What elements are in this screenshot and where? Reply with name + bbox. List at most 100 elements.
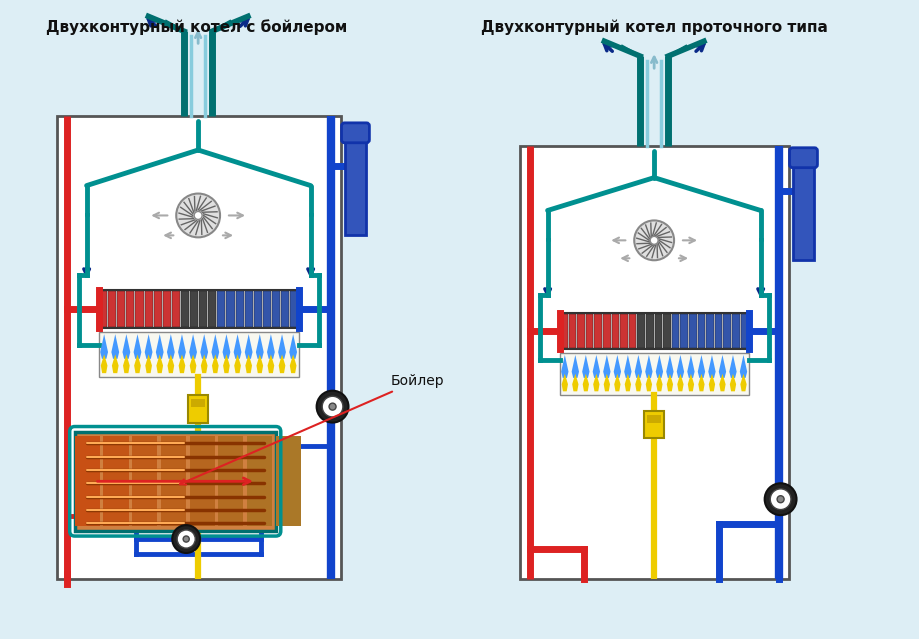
Polygon shape (267, 355, 274, 373)
Polygon shape (278, 355, 285, 373)
Polygon shape (278, 334, 286, 359)
Bar (132, 436, 157, 526)
Polygon shape (603, 374, 609, 391)
Polygon shape (708, 374, 714, 391)
Bar (217, 291, 225, 327)
Polygon shape (645, 374, 652, 391)
Circle shape (650, 236, 657, 244)
Circle shape (316, 390, 348, 422)
Polygon shape (100, 334, 108, 359)
Polygon shape (134, 355, 141, 373)
Bar (654, 314, 662, 348)
Bar (74, 431, 276, 531)
Polygon shape (289, 355, 296, 373)
Circle shape (177, 530, 195, 548)
Polygon shape (697, 355, 704, 378)
Bar (189, 436, 214, 526)
Polygon shape (189, 334, 197, 359)
Polygon shape (676, 355, 684, 378)
Polygon shape (178, 355, 185, 373)
Bar (190, 291, 198, 327)
Bar (161, 436, 186, 526)
Polygon shape (112, 355, 119, 373)
Polygon shape (603, 355, 610, 378)
Polygon shape (211, 355, 219, 373)
Bar (706, 314, 713, 348)
Polygon shape (613, 355, 620, 378)
Polygon shape (256, 355, 263, 373)
Bar (722, 314, 731, 348)
Polygon shape (729, 355, 736, 378)
Bar (519, 146, 788, 579)
Polygon shape (133, 334, 142, 359)
Polygon shape (592, 355, 599, 378)
Polygon shape (200, 334, 208, 359)
FancyBboxPatch shape (341, 123, 369, 142)
Circle shape (183, 536, 189, 542)
Polygon shape (655, 374, 662, 391)
Polygon shape (582, 374, 588, 391)
Circle shape (329, 403, 335, 410)
Bar (98, 332, 299, 377)
Bar (208, 291, 216, 327)
Bar (663, 314, 670, 348)
Bar (247, 436, 272, 526)
Text: Бойлер: Бойлер (180, 374, 444, 484)
Polygon shape (155, 334, 164, 359)
Bar (671, 314, 679, 348)
Bar (594, 314, 601, 348)
Circle shape (172, 525, 200, 553)
Bar (135, 291, 143, 327)
Bar (153, 291, 162, 327)
Circle shape (777, 496, 783, 503)
Bar (163, 291, 171, 327)
Polygon shape (267, 334, 275, 359)
Polygon shape (687, 374, 693, 391)
Polygon shape (244, 334, 253, 359)
Bar (629, 314, 636, 348)
Bar (585, 314, 593, 348)
Bar (344, 136, 366, 235)
Bar (181, 291, 188, 327)
Polygon shape (167, 355, 174, 373)
Bar (740, 314, 747, 348)
Circle shape (322, 396, 343, 417)
Text: Двухконтурный котел с бойлером: Двухконтурный котел с бойлером (45, 19, 346, 35)
Polygon shape (122, 334, 130, 359)
Bar (117, 291, 125, 327)
Circle shape (764, 483, 796, 515)
Polygon shape (144, 334, 153, 359)
Bar (263, 291, 270, 327)
Polygon shape (211, 334, 219, 359)
Bar (576, 314, 584, 348)
Bar (57, 116, 340, 579)
Bar (619, 314, 627, 348)
Circle shape (633, 220, 674, 260)
Polygon shape (562, 374, 567, 391)
Bar (172, 291, 180, 327)
Polygon shape (666, 374, 673, 391)
Polygon shape (719, 374, 725, 391)
Polygon shape (718, 355, 725, 378)
Circle shape (769, 489, 790, 509)
Polygon shape (665, 355, 673, 378)
Polygon shape (623, 355, 630, 378)
Polygon shape (571, 355, 578, 378)
Bar (103, 436, 129, 526)
Bar (108, 291, 116, 327)
Polygon shape (223, 355, 230, 373)
Bar (244, 291, 253, 327)
Polygon shape (634, 355, 641, 378)
Bar (791, 160, 813, 260)
Polygon shape (289, 334, 297, 359)
Bar (645, 314, 652, 348)
Bar (732, 314, 739, 348)
Bar (697, 314, 705, 348)
Bar (568, 314, 575, 348)
Polygon shape (233, 334, 241, 359)
Bar (218, 436, 244, 526)
Polygon shape (676, 374, 683, 391)
Bar (289, 291, 298, 327)
Polygon shape (123, 355, 130, 373)
Bar (74, 436, 100, 526)
